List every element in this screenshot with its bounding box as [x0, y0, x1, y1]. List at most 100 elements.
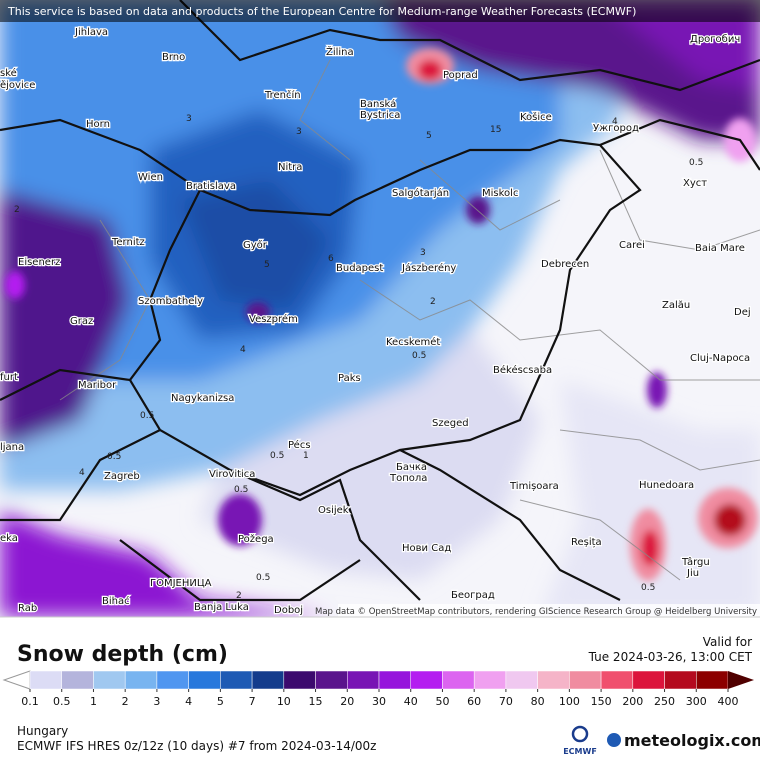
city-label: Cluj-Napoca — [690, 353, 750, 364]
colorbar-box — [664, 670, 697, 690]
contour-label: 0.5 — [412, 351, 426, 361]
city-label: ějovice — [0, 79, 35, 91]
city-label: Jihlava — [74, 27, 108, 38]
city-label: Baia Mare — [695, 243, 745, 254]
contour-label: 0.5 — [641, 583, 655, 593]
city-label: Târgu — [681, 556, 710, 568]
colorbar-box — [442, 670, 475, 690]
valid-label: Valid for — [703, 635, 752, 649]
colorbar-box — [410, 670, 443, 690]
colorbar-box — [632, 670, 665, 690]
colorbar-box — [537, 670, 570, 690]
city-label: Brno — [162, 52, 185, 63]
colorbar-label: 5 — [217, 695, 224, 708]
ecmwf-label: ECMWF — [563, 747, 597, 756]
attribution: Map data © OpenStreetMap contributors, r… — [315, 607, 757, 617]
city-label: ljana — [0, 442, 24, 453]
valid-time: Tue 2024-03-26, 13:00 CET — [588, 650, 753, 664]
colorbar-box — [124, 670, 158, 690]
city-label: Doboj — [274, 605, 303, 616]
colorbar-box — [378, 670, 411, 690]
city-label: Zagreb — [104, 471, 140, 482]
city-label: Győr — [243, 239, 268, 251]
colorbar-arrow-low — [2, 670, 31, 690]
contour-label: 0.5 — [140, 411, 154, 421]
city-label: Jászberény — [401, 262, 456, 274]
city-label: Хуст — [683, 178, 707, 189]
city-label: ГОМЈЕНИЦА — [150, 578, 212, 589]
ecmwf-logo: ECMWF — [563, 725, 597, 756]
city-label: Veszprém — [249, 313, 298, 325]
colorbar-box — [347, 670, 380, 690]
city-label: Timișoara — [509, 481, 559, 492]
city-label: Топола — [389, 473, 427, 484]
city-label: Békéscsaba — [493, 364, 552, 376]
colorbar-box — [600, 670, 634, 690]
colorbar-box — [61, 670, 94, 690]
city-label: Bratislava — [186, 181, 236, 192]
contour-label: 3 — [186, 114, 192, 124]
contour-label: 5 — [426, 131, 432, 141]
legend-title: Snow depth (cm) — [17, 642, 228, 667]
colorbar-label: 200 — [622, 695, 643, 708]
colorbar-arrow-high — [728, 671, 754, 689]
city-label: ské — [0, 67, 17, 79]
city-label: Banja Luka — [194, 602, 249, 613]
city-label: Košice — [520, 111, 552, 123]
city-label: Pécs — [288, 439, 311, 451]
colorbar-label: 20 — [340, 695, 354, 708]
colorbar-label: 0.1 — [21, 695, 39, 708]
city-label: Poprad — [443, 70, 478, 81]
colorbar-label: 100 — [559, 695, 580, 708]
colorbar-box — [188, 670, 221, 690]
colorbar-label: 60 — [467, 695, 481, 708]
city-label: Požega — [238, 533, 274, 545]
contour-label: 0.5 — [107, 452, 121, 462]
contour-label: 5 — [264, 260, 270, 270]
colorbar-label: 7 — [249, 695, 256, 708]
city-label: Jiu — [686, 568, 699, 579]
city-label: Szeged — [432, 418, 469, 429]
city-label: Budapest — [336, 263, 383, 274]
brand-label[interactable]: meteologix.com — [624, 731, 760, 750]
contour-label: 15 — [490, 125, 501, 135]
city-label: Wien — [138, 172, 163, 183]
colorbar-box — [505, 670, 538, 690]
colorbar-label: 300 — [686, 695, 707, 708]
city-label: Banská — [360, 98, 396, 110]
city-label: Bihać — [102, 595, 130, 607]
city-label: eka — [0, 533, 18, 544]
city-label: Reșița — [571, 537, 602, 548]
city-label: Carei — [619, 240, 645, 251]
contour-label: 0.5 — [270, 451, 284, 461]
contour-label: 3 — [420, 248, 426, 258]
city-label: Paks — [338, 373, 361, 384]
city-label: Virovitica — [209, 469, 255, 480]
region: Hungary — [17, 724, 68, 738]
city-label: Београд — [451, 590, 495, 601]
colorbar-label: 80 — [531, 695, 545, 708]
city-label: Miskolc — [482, 188, 518, 199]
colorbar-label: 400 — [718, 695, 739, 708]
city-label: Graz — [70, 316, 93, 327]
contour-label: 3 — [296, 127, 302, 137]
brand[interactable]: meteologix.com — [607, 731, 760, 750]
city-label: furt — [0, 372, 18, 383]
contour-label: 4 — [79, 468, 85, 478]
map: This service is based on data and produc… — [0, 0, 760, 617]
colorbar-box — [473, 670, 507, 690]
colorbar-label: 15 — [309, 695, 323, 708]
city-label: Bystrica — [360, 110, 400, 121]
contour-label: 4 — [612, 117, 618, 127]
colorbar-label: 1 — [90, 695, 97, 708]
city-label: Horn — [86, 119, 110, 130]
city-label: Eisenerz — [18, 257, 60, 268]
city-label: Salgótarján — [392, 187, 449, 199]
colorbar-label: 3 — [153, 695, 160, 708]
city-label: Дрогобич — [690, 34, 740, 45]
city-label: Szombathely — [138, 296, 203, 307]
contour-label: 4 — [240, 345, 246, 355]
city-label: Trenčín — [264, 89, 301, 101]
